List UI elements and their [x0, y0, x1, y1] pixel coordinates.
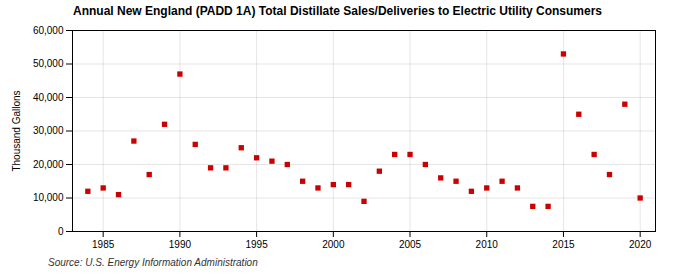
- svg-text:30,000: 30,000: [33, 125, 64, 136]
- svg-text:2010: 2010: [476, 239, 499, 250]
- svg-text:2020: 2020: [629, 239, 652, 250]
- svg-text:40,000: 40,000: [33, 92, 64, 103]
- svg-text:Thousand Gallons: Thousand Gallons: [11, 90, 22, 171]
- html-text:Source: U.S. Energy Informatio: Source: U.S. Energy Information Administ…: [48, 257, 258, 268]
- svg-text:50,000: 50,000: [33, 58, 64, 69]
- svg-text:1995: 1995: [245, 239, 268, 250]
- svg-text:2000: 2000: [322, 239, 345, 250]
- svg-text:1985: 1985: [92, 239, 115, 250]
- svg-text:20,000: 20,000: [33, 159, 64, 170]
- html-text:Annual New England (PADD 1A) T: Annual New England (PADD 1A) Total Disti…: [73, 4, 602, 18]
- svg-text:10,000: 10,000: [33, 192, 64, 203]
- svg-text:2005: 2005: [399, 239, 422, 250]
- svg-text:60,000: 60,000: [33, 25, 64, 36]
- svg-text:0: 0: [58, 226, 64, 237]
- svg-text:1990: 1990: [169, 239, 192, 250]
- svg-text:2015: 2015: [552, 239, 575, 250]
